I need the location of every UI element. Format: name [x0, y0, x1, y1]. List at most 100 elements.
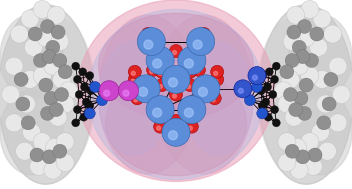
Ellipse shape — [289, 90, 352, 175]
Circle shape — [316, 95, 335, 113]
Circle shape — [296, 150, 310, 164]
Circle shape — [53, 144, 67, 158]
Circle shape — [169, 131, 177, 140]
Circle shape — [313, 70, 331, 88]
Circle shape — [153, 108, 162, 117]
Circle shape — [184, 108, 193, 117]
Circle shape — [21, 70, 39, 88]
Circle shape — [248, 67, 266, 85]
Circle shape — [84, 108, 95, 119]
Ellipse shape — [99, 15, 197, 174]
Circle shape — [186, 120, 198, 133]
Circle shape — [296, 50, 310, 64]
Circle shape — [258, 102, 266, 110]
Circle shape — [58, 65, 72, 79]
Circle shape — [28, 27, 42, 41]
Circle shape — [161, 117, 165, 121]
Circle shape — [187, 28, 215, 56]
Circle shape — [264, 83, 271, 91]
Circle shape — [123, 90, 129, 96]
Circle shape — [150, 69, 153, 74]
Circle shape — [188, 126, 192, 130]
Circle shape — [80, 113, 88, 121]
Circle shape — [324, 72, 338, 86]
Circle shape — [56, 95, 74, 113]
Circle shape — [33, 133, 51, 151]
Ellipse shape — [0, 5, 93, 184]
Circle shape — [37, 29, 55, 47]
Circle shape — [271, 106, 278, 114]
Circle shape — [187, 71, 190, 75]
Circle shape — [193, 92, 205, 105]
Circle shape — [142, 28, 154, 40]
Circle shape — [264, 113, 272, 121]
Circle shape — [193, 40, 202, 49]
Circle shape — [40, 106, 55, 120]
Circle shape — [258, 72, 266, 80]
Circle shape — [214, 79, 218, 83]
Circle shape — [149, 46, 161, 59]
Circle shape — [283, 33, 301, 51]
Circle shape — [289, 103, 303, 117]
Circle shape — [318, 142, 337, 160]
Circle shape — [178, 96, 206, 124]
Circle shape — [103, 90, 109, 96]
Circle shape — [150, 98, 153, 102]
Circle shape — [45, 138, 64, 156]
Circle shape — [311, 123, 329, 141]
Circle shape — [287, 6, 305, 24]
Circle shape — [46, 40, 60, 54]
Circle shape — [214, 71, 218, 75]
Ellipse shape — [77, 0, 275, 181]
Circle shape — [329, 114, 347, 132]
Ellipse shape — [257, 19, 327, 170]
Circle shape — [301, 67, 319, 85]
Circle shape — [156, 65, 168, 78]
Circle shape — [132, 75, 160, 103]
Circle shape — [187, 84, 190, 89]
Circle shape — [304, 53, 319, 67]
Circle shape — [257, 87, 265, 95]
Circle shape — [269, 91, 277, 98]
Circle shape — [30, 157, 48, 175]
Circle shape — [87, 87, 95, 95]
Circle shape — [1, 85, 20, 104]
Circle shape — [131, 92, 144, 105]
Circle shape — [332, 85, 351, 104]
Circle shape — [10, 25, 29, 43]
Circle shape — [56, 153, 74, 172]
Ellipse shape — [106, 70, 246, 176]
Circle shape — [329, 57, 347, 75]
Circle shape — [162, 65, 190, 93]
Circle shape — [157, 126, 161, 130]
Circle shape — [195, 98, 199, 102]
Circle shape — [23, 123, 41, 141]
Circle shape — [278, 95, 296, 113]
Ellipse shape — [25, 19, 95, 170]
Circle shape — [153, 59, 162, 68]
Circle shape — [278, 153, 296, 172]
Circle shape — [184, 59, 193, 68]
Circle shape — [44, 57, 62, 75]
Circle shape — [151, 52, 155, 57]
Circle shape — [49, 108, 67, 126]
Circle shape — [271, 75, 278, 83]
Circle shape — [272, 119, 280, 127]
Circle shape — [131, 71, 135, 75]
Circle shape — [33, 0, 51, 19]
Circle shape — [39, 78, 53, 92]
Circle shape — [74, 106, 81, 114]
Circle shape — [89, 81, 101, 92]
Circle shape — [169, 78, 177, 87]
Circle shape — [5, 114, 23, 132]
Circle shape — [128, 65, 141, 78]
Circle shape — [208, 92, 221, 105]
Circle shape — [272, 62, 280, 70]
Circle shape — [199, 87, 207, 96]
Circle shape — [285, 108, 303, 126]
Circle shape — [184, 117, 188, 121]
Circle shape — [211, 65, 224, 78]
Ellipse shape — [259, 5, 352, 184]
Circle shape — [211, 73, 224, 86]
Circle shape — [309, 38, 328, 56]
